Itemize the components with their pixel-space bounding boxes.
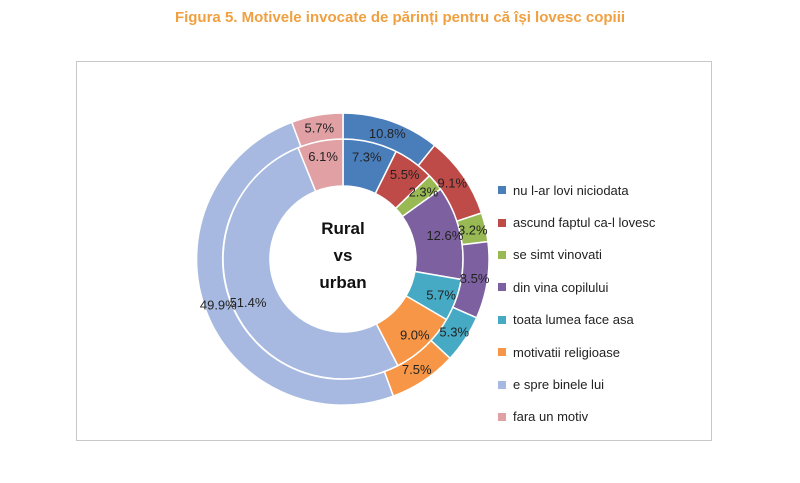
slice-label-ring2-2: 9.1% [437, 176, 467, 191]
center-label-line1: Rural [321, 219, 364, 238]
legend-label: motivatii religioase [513, 344, 620, 360]
slice-label-ring2-1: 10.8% [369, 126, 406, 141]
slice-label-ring2-7: 49.9% [200, 298, 237, 313]
legend-swatch [498, 380, 506, 389]
legend-item: motivatii religioase [498, 336, 655, 368]
slice-label-ring1-7: 51.4% [230, 295, 267, 310]
legend-item: din vina copilului [498, 271, 655, 303]
chart-legend: nu l-ar lovi niciodata ascund faptul ca-l… [498, 174, 655, 433]
slice-label-ring1-2: 5.5% [390, 167, 420, 182]
legend-label: toata lumea face asa [513, 312, 634, 328]
slice-label-ring1-1: 7.3% [352, 150, 382, 165]
slice-ring2-8 [290, 112, 344, 148]
slice-label-ring1-5: 5.7% [426, 287, 456, 302]
slice-label-ring1-6: 9.0% [400, 327, 430, 342]
center-label-line3: urban [319, 273, 366, 292]
slice-label-ring2-4: 8.5% [460, 271, 490, 286]
slice-label-ring1-3: 2.3% [409, 185, 439, 200]
legend-swatch [498, 412, 506, 421]
legend-item: se simt vinovati [498, 239, 655, 271]
legend-swatch [498, 186, 506, 195]
center-label-line2: vs [334, 246, 353, 265]
legend-swatch [498, 250, 506, 259]
legend-swatch [498, 348, 506, 357]
legend-swatch [498, 218, 506, 227]
legend-item: e spre binele lui [498, 368, 655, 400]
legend-label: e spre binele lui [513, 377, 605, 393]
legend-swatch [498, 283, 506, 292]
slice-label-ring2-8: 5.7% [304, 121, 334, 136]
legend-item: nu l-ar lovi niciodata [498, 174, 655, 206]
legend-item: toata lumea face asa [498, 304, 655, 336]
slice-label-ring2-3: 3.2% [458, 223, 488, 238]
legend-label: ascund faptul ca-l lovesc [513, 215, 656, 231]
legend-swatch [498, 315, 506, 324]
legend-label: fara un motiv [513, 409, 589, 425]
slice-label-ring2-6: 7.5% [402, 362, 432, 377]
slice-label-ring1-4: 12.6% [426, 228, 463, 243]
legend-label: nu l-ar lovi niciodata [513, 182, 629, 198]
page-title: Figura 5. Motivele invocate de părinți p… [174, 9, 626, 26]
legend-item: fara un motiv [498, 401, 655, 433]
legend-label: din vina copilului [513, 279, 609, 295]
slice-label-ring2-5: 5.3% [439, 325, 469, 340]
legend-label: se simt vinovati [513, 247, 602, 263]
slice-label-ring1-8: 6.1% [308, 149, 338, 164]
legend-item: ascund faptul ca-l lovesc [498, 206, 655, 238]
